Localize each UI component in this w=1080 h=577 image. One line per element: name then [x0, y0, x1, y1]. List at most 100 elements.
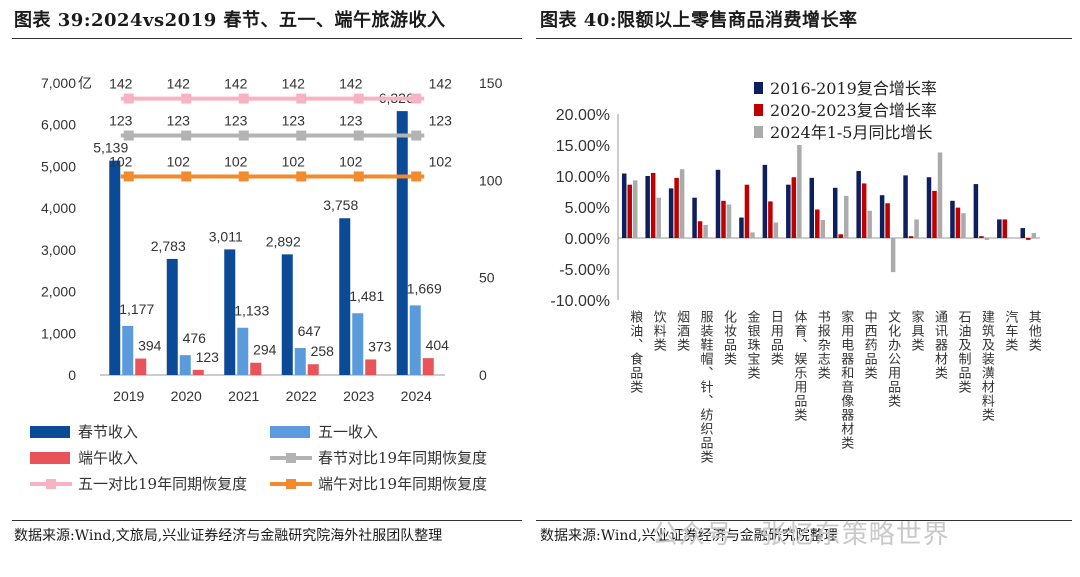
bar-0: [339, 218, 351, 375]
bar-series-2: [890, 238, 896, 273]
line-label: 102: [339, 153, 363, 169]
bar-label: 1,669: [407, 280, 442, 296]
x-tick-label: 日用品类: [768, 310, 784, 366]
bar-series-1: [791, 177, 797, 238]
bar-2: [192, 369, 204, 375]
line-label: 123: [282, 113, 306, 129]
line-marker-2: [296, 171, 307, 182]
bar-1: [352, 313, 364, 375]
x-tick-label: 化妆品类: [721, 310, 737, 366]
bar-series-2: [679, 169, 685, 238]
bar-series-0: [950, 200, 955, 238]
bar-label: 2,892: [266, 233, 301, 249]
bar-2: [250, 362, 262, 375]
bar-series-0: [739, 217, 744, 238]
bar-series-2: [843, 195, 849, 238]
bar-series-1: [885, 203, 890, 238]
bar-series-1: [697, 221, 703, 238]
legend-swatch: [754, 104, 763, 116]
legend-marker: [286, 453, 296, 463]
bar-1: [294, 348, 306, 375]
bar-label: 3,011: [209, 228, 243, 244]
legend-label: 端午对比19年同期恢复度: [318, 475, 487, 493]
bar-series-2: [914, 219, 919, 238]
line-label: 123: [167, 113, 191, 129]
line-label: 142: [429, 76, 453, 92]
legend-swatch: [30, 426, 70, 438]
bar-2: [307, 364, 319, 375]
bar-label: 2,783: [151, 238, 186, 254]
y-tick-label: 3,000: [41, 242, 76, 258]
line-marker-0: [411, 130, 422, 141]
legend-label: 2020-2023复合增长率: [770, 101, 937, 120]
x-tick-label: 烟酒类: [674, 310, 690, 352]
line-label: 102: [282, 153, 306, 169]
line-label: 102: [109, 153, 133, 169]
y-tick-label: -10.00%: [550, 293, 610, 310]
x-tick-label: 中西药品类: [862, 310, 878, 380]
x-tick-label: 书报杂志类: [815, 310, 831, 380]
bar-series-0: [762, 164, 768, 238]
bar-label: 1,481: [349, 288, 384, 304]
bar-series-2: [1031, 233, 1037, 238]
legend-label: 五一对比19年同期恢复度: [78, 475, 247, 493]
bar-series-1: [955, 207, 961, 238]
x-tick-label: 2019: [113, 388, 144, 404]
bar-label: 1,177: [119, 301, 154, 317]
bar-series-2: [750, 232, 755, 238]
line-label: 123: [224, 113, 248, 129]
x-tick-label: 汽车类: [1002, 310, 1018, 352]
y-unit-label: 亿: [78, 76, 92, 92]
bar-series-0: [809, 177, 815, 238]
bar-series-0: [1020, 228, 1026, 238]
line-label: 102: [167, 153, 191, 169]
x-tick-label: 家具类: [909, 309, 925, 352]
bar-series-1: [908, 236, 914, 238]
bar-label: 404: [426, 337, 450, 353]
bar-series-0: [879, 195, 885, 238]
x-tick-label: 通讯器材类: [932, 310, 948, 380]
line-marker-2: [238, 171, 249, 182]
x-tick-label: 金银珠宝类: [744, 309, 760, 380]
line-label: 142: [339, 76, 363, 92]
y-tick-label: 10.00%: [556, 169, 610, 186]
bar-series-2: [703, 224, 708, 238]
legend-marker: [286, 479, 296, 489]
legend-swatch: [270, 426, 310, 438]
y-tick-label: 5.00%: [565, 200, 610, 217]
bar-series-2: [937, 152, 943, 238]
bar-label: 258: [311, 343, 335, 359]
bar-2: [422, 358, 434, 375]
right-source-note: 数据来源:Wind,兴业证券经济与金融研究院整理: [540, 528, 838, 544]
legend-label: 2024年1-5月同比增长: [770, 123, 933, 142]
line-marker-1: [353, 93, 364, 104]
bar-series-1: [815, 209, 820, 238]
y-tick-label: 4,000: [41, 200, 76, 216]
line-label: 142: [282, 76, 306, 92]
x-tick-label: 体育、娱乐用品类: [791, 310, 807, 422]
x-tick-label: 2020: [171, 388, 202, 404]
watermark: 公众号 · 张忆东策略世界: [652, 520, 950, 550]
bar-series-2: [867, 210, 872, 238]
bar-series-2: [773, 222, 779, 238]
bar-series-2: [820, 220, 826, 238]
bar-series-1: [627, 184, 632, 238]
legend-label: 端午收入: [78, 449, 138, 467]
bar-series-0: [645, 176, 650, 238]
bar-series-2: [632, 180, 638, 238]
bar-series-0: [786, 184, 791, 238]
x-tick-label: 文化办公用品类: [885, 310, 901, 408]
bar-series-1: [768, 201, 773, 238]
line-label: 142: [224, 76, 248, 92]
legend-label: 2016-2019复合增长率: [770, 79, 937, 98]
legend-swatch: [30, 452, 70, 464]
bar-series-0: [668, 188, 674, 238]
bar-series-0: [856, 171, 861, 238]
y-tick-label: 20.00%: [556, 107, 610, 124]
right-title-rule: [536, 38, 1072, 39]
bar-series-2: [1008, 238, 1013, 239]
line-marker-0: [296, 130, 307, 141]
line-marker-0: [181, 130, 192, 141]
bar-series-1: [861, 183, 867, 238]
line-label: 142: [167, 76, 191, 92]
